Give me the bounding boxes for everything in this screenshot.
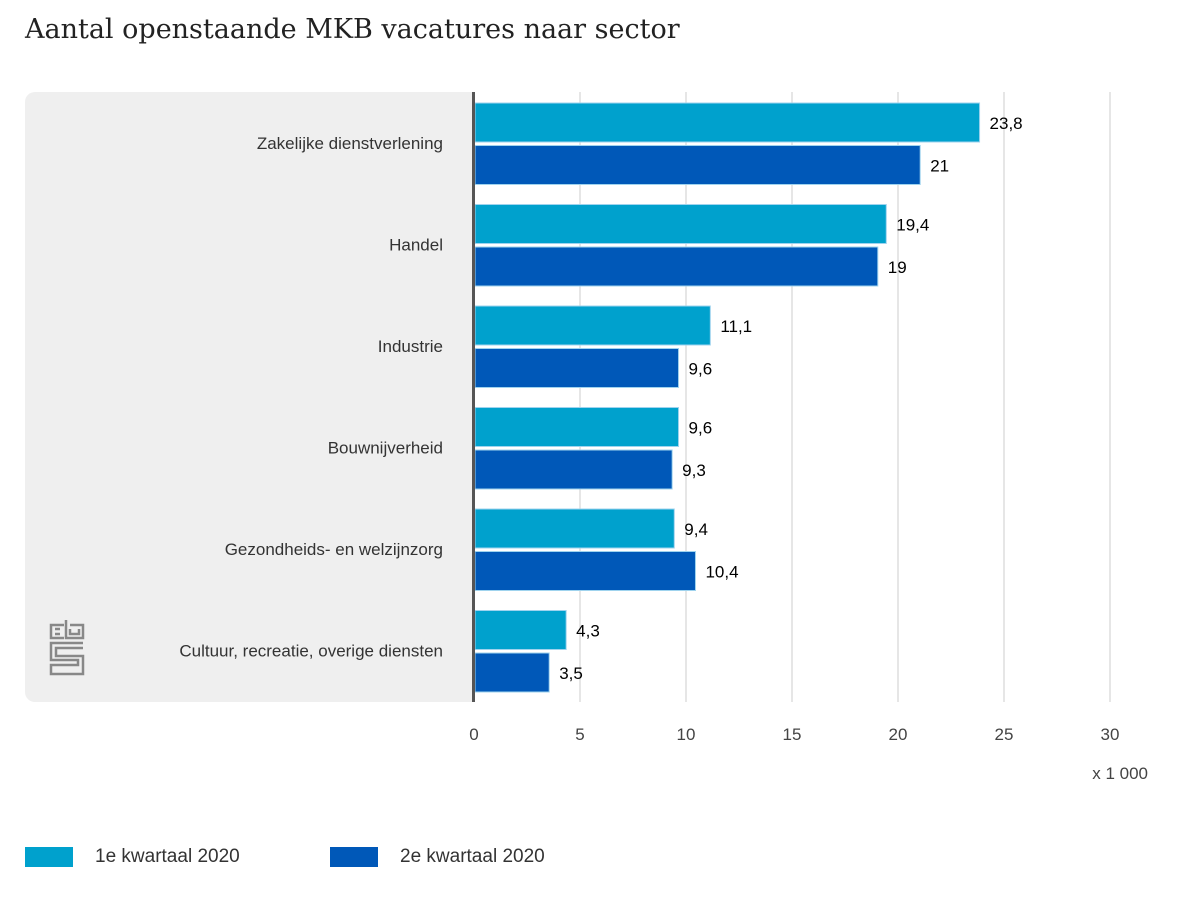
data-label: 4,3 (576, 622, 600, 641)
category-label: Handel (389, 236, 443, 255)
category-label: Zakelijke dienstverlening (257, 134, 443, 153)
bar (474, 407, 680, 447)
x-tick-label: 10 (677, 725, 696, 744)
x-axis-unit: x 1 000 (1092, 764, 1148, 783)
category-label: Bouwnijverheid (328, 439, 443, 458)
category-panel (25, 92, 485, 702)
x-tick-label: 0 (469, 725, 478, 744)
category-label: Gezondheids- en welzijnzorg (225, 540, 443, 559)
bar (474, 348, 680, 388)
bar (474, 610, 567, 650)
data-label: 3,5 (559, 664, 583, 683)
bar (474, 145, 921, 185)
x-tick-label: 15 (783, 725, 802, 744)
data-label: 19 (888, 258, 907, 277)
bar (474, 449, 673, 490)
chart-title: Aantal openstaande MKB vacatures naar se… (25, 14, 680, 45)
data-label: 10,4 (705, 563, 738, 582)
cbs-logo-icon (49, 620, 85, 676)
legend-label: 2e kwartaal 2020 (400, 846, 545, 867)
bar (474, 246, 879, 287)
data-label: 9,6 (689, 419, 713, 438)
legend-item-q2: 2e kwartaal 2020 (330, 846, 545, 868)
bar (474, 305, 711, 346)
data-label: 21 (930, 157, 949, 176)
bar (474, 204, 887, 244)
category-label: Industrie (378, 337, 443, 356)
legend-swatch (330, 847, 378, 867)
data-label: 11,1 (720, 317, 752, 336)
bar (474, 508, 675, 549)
data-label: 19,4 (896, 216, 929, 235)
bar (474, 551, 696, 591)
bar (474, 652, 550, 693)
data-label: 9,6 (689, 360, 713, 379)
legend-item-q1: 1e kwartaal 2020 (25, 846, 240, 868)
x-tick-label: 25 (995, 725, 1014, 744)
x-tick-label: 30 (1101, 725, 1120, 744)
data-label: 9,4 (684, 520, 708, 539)
x-tick-label: 20 (889, 725, 908, 744)
bar (474, 102, 981, 143)
legend-swatch (25, 847, 73, 867)
legend-label: 1e kwartaal 2020 (95, 846, 240, 867)
category-label: Cultuur, recreatie, overige diensten (179, 642, 443, 661)
data-label: 9,3 (682, 461, 706, 480)
x-tick-label: 5 (575, 725, 584, 744)
data-label: 23,8 (990, 114, 1023, 133)
